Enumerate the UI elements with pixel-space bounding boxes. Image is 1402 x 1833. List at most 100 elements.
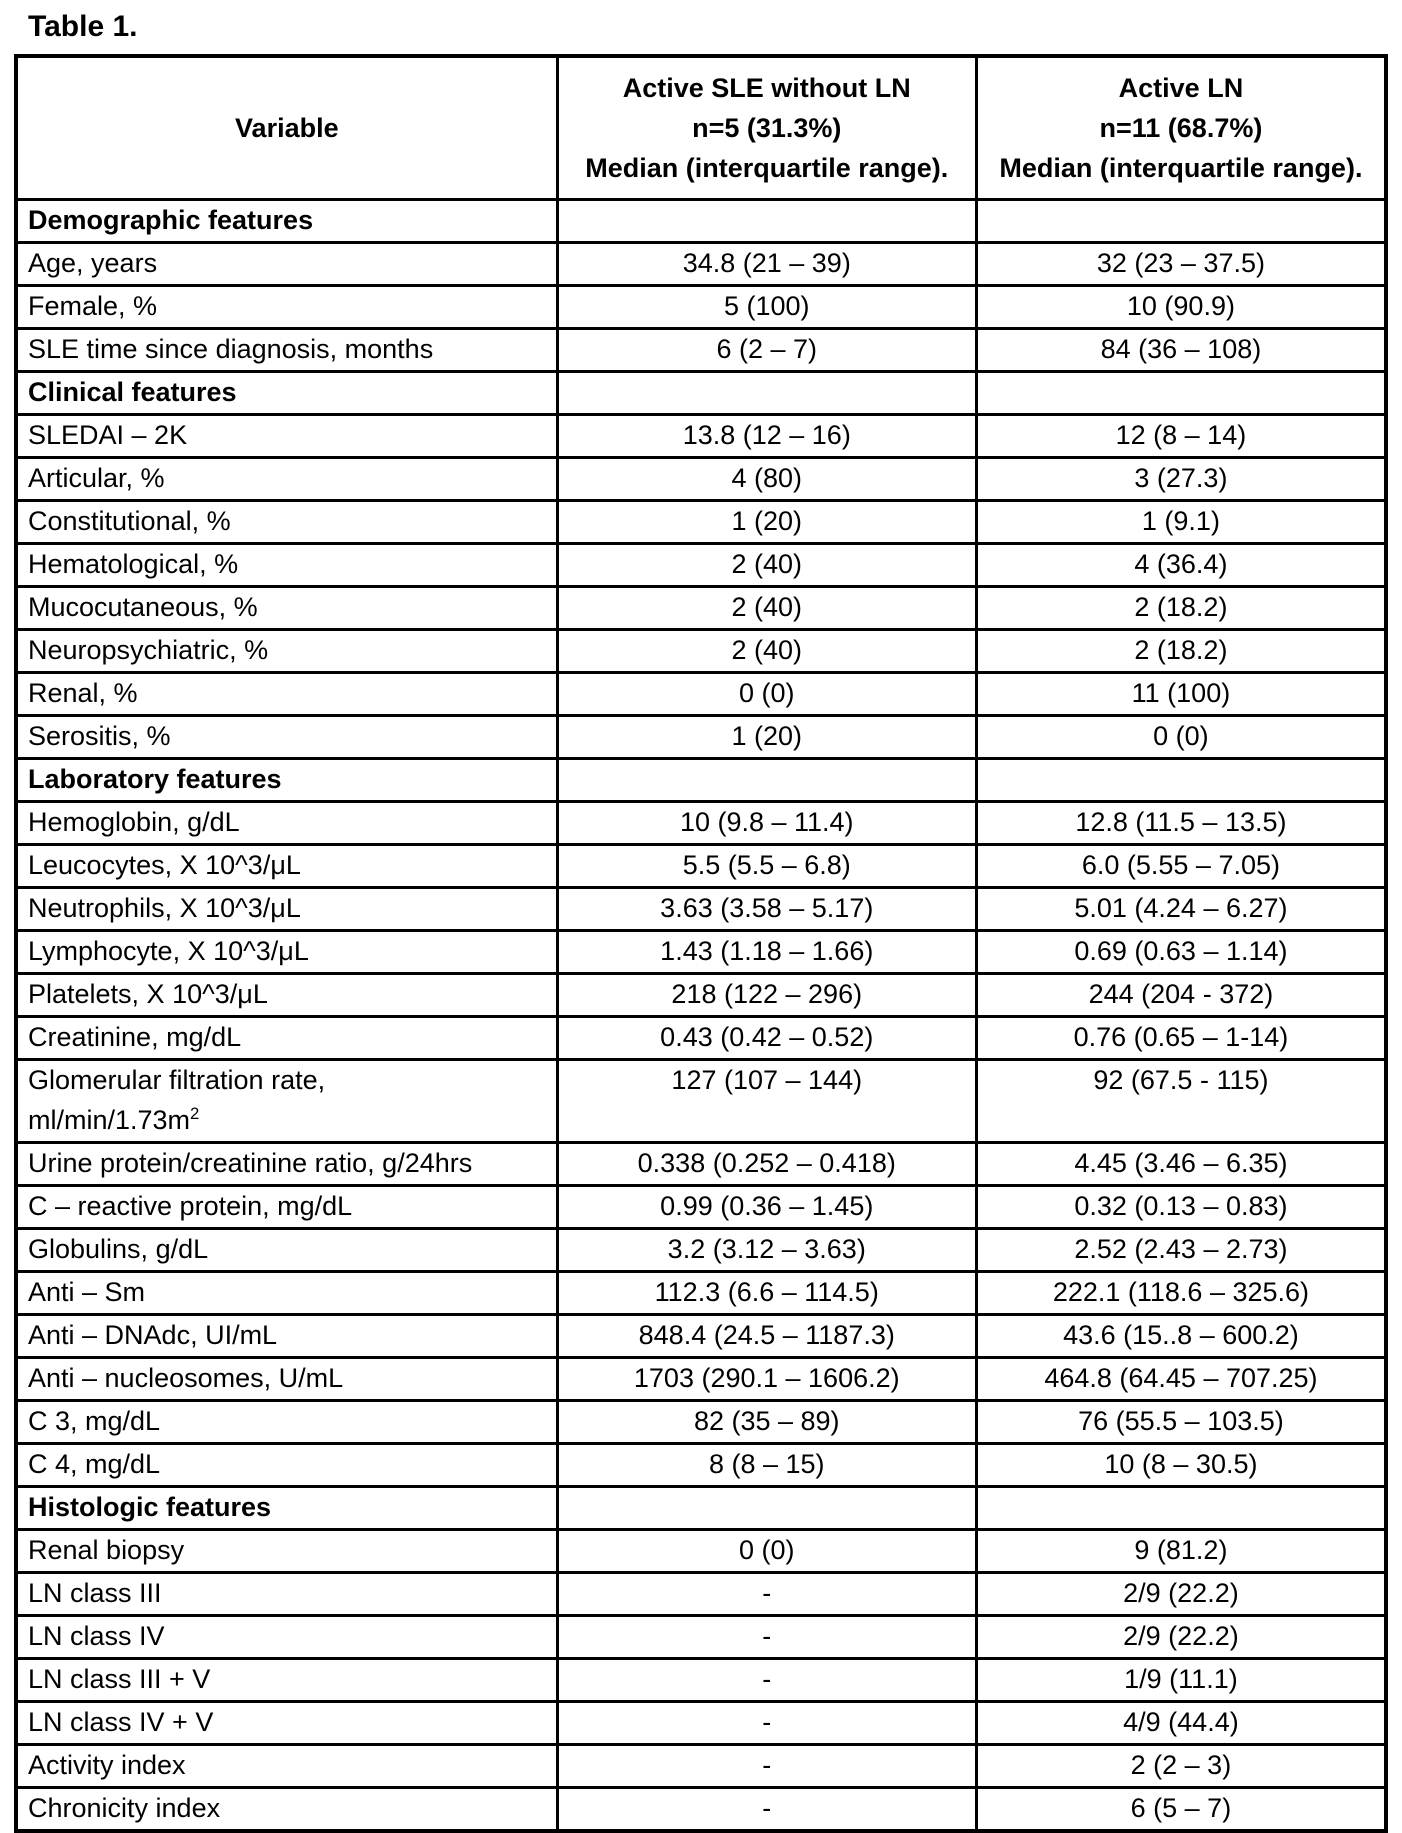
table-row: Hematological, % 2 (40) 4 (36.4) bbox=[14, 542, 1388, 588]
table-row: Urine protein/creatinine ratio, g/24hrs 0… bbox=[14, 1141, 1388, 1187]
table-row: C 3, mg/dL 82 (35 – 89) 76 (55.5 – 103.5) bbox=[14, 1399, 1388, 1445]
table-row: LN class III + V -1/9 (11.1) bbox=[14, 1657, 1388, 1703]
value-sle-without-ln: 13.8 (12 – 16) bbox=[555, 413, 978, 459]
value-sle-without-ln: 112.3 (6.6 – 114.5) bbox=[555, 1270, 978, 1316]
value-active-ln: 464.8 (64.45 – 707.25) bbox=[974, 1356, 1388, 1402]
row-label: Laboratory features bbox=[14, 757, 559, 803]
row-label: Creatinine, mg/dL bbox=[14, 1015, 559, 1061]
row-label: Lymphocyte, X 10^3/μL bbox=[14, 929, 559, 975]
value-sle-without-ln: - bbox=[555, 1786, 978, 1833]
table-row: LN class IV -2/9 (22.2) bbox=[14, 1614, 1388, 1660]
row-label: Chronicity index bbox=[14, 1786, 559, 1833]
row-label: Neuropsychiatric, % bbox=[14, 628, 559, 674]
value-sle-without-ln: - bbox=[555, 1743, 978, 1789]
value-sle-without-ln: 8 (8 – 15) bbox=[555, 1442, 978, 1488]
table-row: Mucocutaneous, % 2 (40) 2 (18.2) bbox=[14, 585, 1388, 631]
row-label: C 3, mg/dL bbox=[14, 1399, 559, 1445]
table-row: Chronicity index -6 (5 – 7) bbox=[14, 1786, 1388, 1833]
row-label: Neutrophils, X 10^3/μL bbox=[14, 886, 559, 932]
value-sle-without-ln: 0.99 (0.36 – 1.45) bbox=[555, 1184, 978, 1230]
row-label: Anti – DNAdc, UI/mL bbox=[14, 1313, 559, 1359]
table-body: Demographic features Age, years 34.8 (21 –… bbox=[14, 198, 1388, 1833]
row-label: Demographic features bbox=[14, 198, 559, 244]
value-sle-without-ln: 848.4 (24.5 – 1187.3) bbox=[555, 1313, 978, 1359]
value-active-ln: 1 (9.1) bbox=[974, 499, 1388, 545]
table-row: Glomerular filtration rate, ml/min/1.73m2… bbox=[14, 1058, 1388, 1144]
value-active-ln: 2 (18.2) bbox=[974, 628, 1388, 674]
row-label: C – reactive protein, mg/dL bbox=[14, 1184, 559, 1230]
value-active-ln: 2 (2 – 3) bbox=[974, 1743, 1388, 1789]
value-sle-without-ln: 0 (0) bbox=[555, 671, 978, 717]
value-active-ln: 32 (23 – 37.5) bbox=[974, 241, 1388, 287]
value-active-ln bbox=[974, 757, 1388, 803]
value-sle-without-ln: 10 (9.8 – 11.4) bbox=[555, 800, 978, 846]
table-row: Articular, % 4 (80) 3 (27.3) bbox=[14, 456, 1388, 502]
table-row: Neuropsychiatric, % 2 (40) 2 (18.2) bbox=[14, 628, 1388, 674]
row-label: Hematological, % bbox=[14, 542, 559, 588]
header-col-sle-line-2: n=5 (31.3%) bbox=[692, 113, 842, 143]
value-sle-without-ln: - bbox=[555, 1700, 978, 1746]
section-row: Laboratory features bbox=[14, 757, 1388, 803]
row-label: Anti – nucleosomes, U/mL bbox=[14, 1356, 559, 1402]
row-label: Renal biopsy bbox=[14, 1528, 559, 1574]
header-col-ln-line-1: Active LN bbox=[1118, 73, 1244, 103]
table-row: Platelets, X 10^3/μL 218 (122 – 296) 244 (… bbox=[14, 972, 1388, 1018]
value-sle-without-ln bbox=[555, 757, 978, 803]
row-label: Hemoglobin, g/dL bbox=[14, 800, 559, 846]
value-active-ln bbox=[974, 1485, 1388, 1531]
section-row: Clinical features bbox=[14, 370, 1388, 416]
table-row: SLE time since diagnosis, months 6 (2 – 7… bbox=[14, 327, 1388, 373]
value-sle-without-ln: 1 (20) bbox=[555, 499, 978, 545]
table-row: Leucocytes, X 10^3/μL 5.5 (5.5 – 6.8) 6.0 … bbox=[14, 843, 1388, 889]
value-sle-without-ln: 127 (107 – 144) bbox=[555, 1058, 978, 1144]
value-active-ln: 9 (81.2) bbox=[974, 1528, 1388, 1574]
value-active-ln: 3 (27.3) bbox=[974, 456, 1388, 502]
row-label: Articular, % bbox=[14, 456, 559, 502]
table-header: Variable Active SLE without LN n=5 (31.3… bbox=[14, 54, 1388, 201]
value-active-ln bbox=[974, 370, 1388, 416]
row-label: Anti – Sm bbox=[14, 1270, 559, 1316]
value-active-ln: 11 (100) bbox=[974, 671, 1388, 717]
table-row: C – reactive protein, mg/dL 0.99 (0.36 – … bbox=[14, 1184, 1388, 1230]
table-1: Variable Active SLE without LN n=5 (31.3… bbox=[14, 54, 1388, 1833]
row-label: Histologic features bbox=[14, 1485, 559, 1531]
value-sle-without-ln bbox=[555, 1485, 978, 1531]
value-active-ln: 0.76 (0.65 – 1-14) bbox=[974, 1015, 1388, 1061]
value-sle-without-ln: - bbox=[555, 1571, 978, 1617]
value-active-ln: 76 (55.5 – 103.5) bbox=[974, 1399, 1388, 1445]
value-active-ln: 10 (8 – 30.5) bbox=[974, 1442, 1388, 1488]
value-active-ln: 6.0 (5.55 – 7.05) bbox=[974, 843, 1388, 889]
table-row: Renal, % 0 (0) 11 (100) bbox=[14, 671, 1388, 717]
value-sle-without-ln: 2 (40) bbox=[555, 628, 978, 674]
header-col-sle-without-ln: Active SLE without LN n=5 (31.3%) Median… bbox=[555, 54, 978, 201]
table-row: Anti – Sm 112.3 (6.6 – 114.5) 222.1 (118.6… bbox=[14, 1270, 1388, 1316]
header-variable-label: Variable bbox=[235, 113, 339, 143]
value-active-ln: 222.1 (118.6 – 325.6) bbox=[974, 1270, 1388, 1316]
table-row: Neutrophils, X 10^3/μL 3.63 (3.58 – 5.17)… bbox=[14, 886, 1388, 932]
value-sle-without-ln: 2 (40) bbox=[555, 542, 978, 588]
row-label: Renal, % bbox=[14, 671, 559, 717]
value-active-ln bbox=[974, 198, 1388, 244]
table-row: Activity index -2 (2 – 3) bbox=[14, 1743, 1388, 1789]
value-sle-without-ln: 0 (0) bbox=[555, 1528, 978, 1574]
value-active-ln: 12 (8 – 14) bbox=[974, 413, 1388, 459]
value-active-ln: 0 (0) bbox=[974, 714, 1388, 760]
value-sle-without-ln: 5 (100) bbox=[555, 284, 978, 330]
row-label: LN class IV bbox=[14, 1614, 559, 1660]
value-active-ln: 92 (67.5 - 115) bbox=[974, 1058, 1388, 1144]
value-active-ln: 43.6 (15..8 – 600.2) bbox=[974, 1313, 1388, 1359]
section-row: Histologic features bbox=[14, 1485, 1388, 1531]
value-active-ln: 2/9 (22.2) bbox=[974, 1614, 1388, 1660]
value-active-ln: 244 (204 - 372) bbox=[974, 972, 1388, 1018]
value-sle-without-ln: 82 (35 – 89) bbox=[555, 1399, 978, 1445]
page: Table 1. Variable Active SLE without LN … bbox=[14, 10, 1388, 1833]
row-label: Serositis, % bbox=[14, 714, 559, 760]
row-label: C 4, mg/dL bbox=[14, 1442, 559, 1488]
row-label: LN class IV + V bbox=[14, 1700, 559, 1746]
table-title: Table 1. bbox=[28, 10, 138, 43]
row-label: Glomerular filtration rate, ml/min/1.73m2 bbox=[14, 1058, 559, 1144]
value-sle-without-ln: 34.8 (21 – 39) bbox=[555, 241, 978, 287]
row-label: Globulins, g/dL bbox=[14, 1227, 559, 1273]
value-sle-without-ln: 0.338 (0.252 – 0.418) bbox=[555, 1141, 978, 1187]
value-sle-without-ln: 6 (2 – 7) bbox=[555, 327, 978, 373]
